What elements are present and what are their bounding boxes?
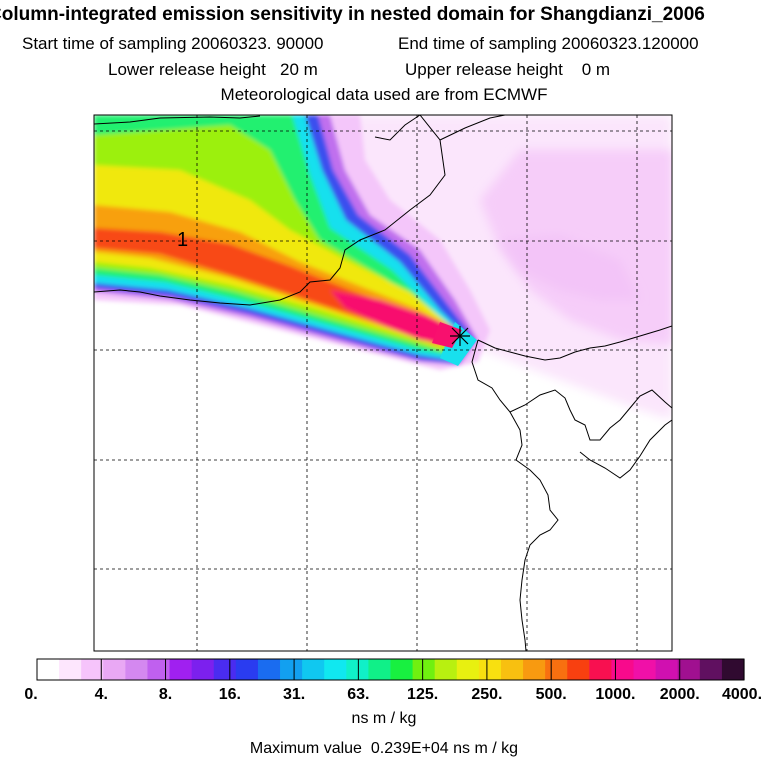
plume-level-2000 (330, 290, 455, 344)
colorbar-segment (523, 659, 546, 680)
colorbar-segment (302, 659, 325, 680)
border-line-3 (374, 115, 421, 141)
colorbar-tick-label: 250. (471, 686, 503, 703)
end-time-value: 20060323.120000 (561, 34, 699, 53)
colorbar-segment (103, 659, 126, 680)
colorbar-segment (257, 659, 281, 680)
release-marker-label: 1 (177, 229, 188, 251)
colorbar-tick-label: 63. (347, 686, 370, 703)
colorbar-segment (677, 659, 701, 680)
border-line-2 (439, 115, 506, 141)
plume-haze-patch (500, 235, 640, 300)
lower-release-value: 20 m (280, 60, 318, 79)
grid (94, 115, 672, 651)
colorbar-segment (59, 659, 82, 680)
map-frame (93, 114, 673, 652)
colorbar-segment (213, 659, 237, 680)
upper-release-label: Upper release height (405, 60, 563, 79)
max-value-line: Maximum value 0.239E+04 ns m / kg (0, 740, 768, 758)
coastline-south (509, 411, 559, 651)
colorbar-segment (721, 659, 745, 680)
colorbar-tick-label: 0. (24, 686, 38, 703)
max-value-units: ns m / kg (453, 740, 519, 757)
lower-release: Lower release height 20 m (108, 60, 318, 80)
colorbar-segment (478, 659, 502, 680)
colorbar-segment (456, 659, 480, 680)
colorbar-segment (545, 659, 568, 680)
start-time: Start time of sampling 20060323. 90000 (22, 34, 324, 54)
lower-release-label: Lower release height (108, 60, 266, 79)
chart-title: Column-integrated emission sensitivity i… (0, 4, 705, 25)
colorbar-segment (125, 659, 149, 680)
colorbar-segment (390, 659, 414, 680)
colorbar-segment (500, 659, 524, 680)
colorbar-segment (169, 659, 193, 680)
colorbar-units: ns m / kg (351, 710, 417, 727)
colorbar-tick-label: 500. (535, 686, 567, 703)
coastline-peninsula (579, 419, 672, 479)
max-value-number: 0.239E+04 (370, 740, 449, 757)
colorbar-segment (147, 659, 171, 680)
colorbar-segment (699, 659, 723, 680)
colorbar-segment (567, 659, 590, 680)
max-value-label: Maximum value (249, 740, 362, 757)
colorbar-segment (346, 659, 370, 680)
upper-release-value: 0 m (581, 60, 611, 79)
colorbar-tick-label: 4. (94, 686, 108, 703)
colorbar (37, 659, 745, 680)
met-data-note: Meteorological data used are from ECMWF (220, 85, 548, 104)
end-time: End time of sampling 20060323.120000 (398, 34, 699, 54)
colorbar-segment (412, 659, 436, 680)
coastline-north (94, 115, 261, 125)
colorbar-segment (368, 659, 392, 680)
colorbar-segment (280, 659, 303, 680)
colorbar-tick-label: 4000. (721, 686, 763, 703)
end-time-label: End time of sampling (398, 34, 557, 53)
start-time-value: 20060323. 90000 (191, 34, 324, 53)
colorbar-tick-label: 1000. (595, 686, 636, 703)
colorbar-segment (235, 659, 259, 680)
colorbar-segment (37, 659, 60, 680)
colorbar-segment (633, 659, 657, 680)
border-line-1 (94, 115, 446, 306)
colorbar-tick-label: 2000. (659, 686, 700, 703)
colorbar-segment (589, 659, 613, 680)
colorbar-frame (36, 658, 745, 681)
plume-nose-cyan (440, 322, 477, 366)
colorbar-tick-label: 125. (407, 686, 439, 703)
colorbar-segment (324, 659, 347, 680)
colorbar-segment (655, 659, 679, 680)
colorbar-tick-label: 16. (218, 686, 241, 703)
colorbar-segment (81, 659, 104, 680)
coastline-east (477, 325, 672, 361)
coastlines (94, 115, 672, 651)
colorbar-segment (434, 659, 458, 680)
colorbar-tick-label: 8. (158, 686, 173, 703)
colorbar-segment (611, 659, 635, 680)
sensitivity-field: 1 (94, 115, 672, 651)
coastline-bay (471, 339, 672, 441)
upper-release: Upper release height 0 m (405, 60, 610, 80)
colorbar-tick-label: 31. (282, 686, 306, 703)
start-time-label: Start time of sampling (22, 34, 187, 53)
colorbar-segment (191, 659, 215, 680)
receptor-marker (450, 326, 470, 346)
